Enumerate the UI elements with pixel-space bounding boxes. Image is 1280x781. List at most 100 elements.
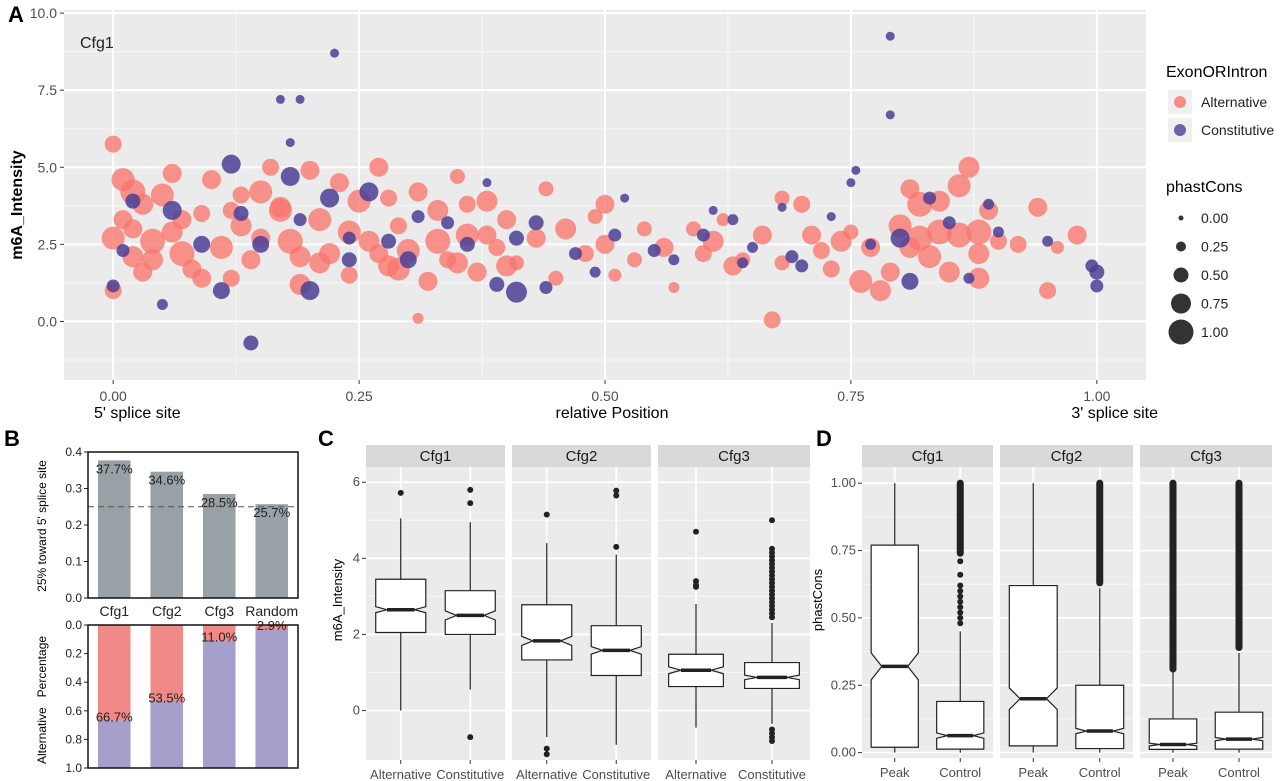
outlier-point — [957, 593, 964, 600]
bar-value-label: 66.7% — [96, 709, 133, 724]
constitutive-point — [668, 254, 680, 266]
outlier-point — [613, 492, 620, 499]
bar-value-label: 37.7% — [96, 461, 133, 476]
x-tick-label: Alternative — [370, 767, 431, 781]
alternative-point — [880, 262, 900, 282]
alternative-point — [101, 226, 125, 250]
constitutive-point — [233, 206, 249, 221]
bar — [150, 471, 184, 598]
panel-c-y-label: m6A_Intensity — [330, 558, 345, 641]
panel-b-bars: 0.0 0.1 0.2 0.3 0.4 37.7% Cfg1 34.6% Cfg2 28.5% Cf… — [35, 445, 299, 775]
outlier-point — [693, 583, 699, 590]
constitutive-point — [620, 193, 630, 203]
constitutive-point — [381, 233, 397, 249]
facet-label: Cfg2 — [1051, 448, 1083, 465]
constitutive-point — [193, 235, 211, 253]
facet-background — [658, 467, 810, 760]
outlier-point — [543, 511, 550, 518]
y-tick-label: 0.2 — [65, 518, 82, 532]
y-tick-label: 0.75 — [831, 543, 856, 558]
legend-color-title: ExonORIntron — [1166, 64, 1267, 81]
alternative-point — [369, 244, 389, 264]
x-tick-label: Control — [939, 765, 981, 780]
outlier-point — [769, 517, 775, 524]
constitutive-point — [708, 205, 718, 215]
bar-alternative — [97, 625, 131, 721]
x-tick-label: Peak — [1158, 765, 1188, 780]
alternative-point — [793, 195, 811, 213]
constitutive-point — [221, 154, 241, 174]
alternative-point — [774, 255, 790, 271]
constitutive-point — [295, 94, 305, 104]
alternative-point — [309, 252, 331, 274]
alternative-point — [763, 311, 781, 329]
y-tick-label: 0.1 — [65, 555, 82, 569]
legend-size-label: 0.50 — [1201, 267, 1228, 283]
facet-strip — [658, 445, 810, 467]
legend-size-label: 0.75 — [1201, 296, 1228, 312]
alternative-point — [192, 268, 212, 288]
outlier-point — [769, 614, 775, 621]
legend-size-label: 0.25 — [1201, 239, 1228, 255]
facet-label: Cfg3 — [718, 448, 750, 465]
constitutive-point — [890, 228, 910, 248]
constitutive-point — [330, 48, 339, 58]
alternative-point — [249, 180, 273, 204]
constitutive-point — [647, 244, 661, 257]
bar-value-label: 34.6% — [148, 473, 185, 488]
constitutive-point — [320, 188, 340, 208]
legend-size-key — [1178, 215, 1184, 221]
constitutive-point — [963, 272, 975, 284]
constitutive-point — [942, 216, 956, 230]
alternative-point — [668, 282, 680, 293]
y-tick-label: 0.2 — [65, 647, 82, 661]
panel-b-bottom-chart: 0.00.20.40.60.81.066.7%53.5%11.0%2.9% — [65, 618, 299, 775]
constitutive-point — [106, 279, 120, 293]
alternative-point — [262, 158, 280, 176]
alternative-point — [104, 135, 122, 153]
alternative-point — [686, 221, 702, 237]
alternative-point — [488, 238, 506, 256]
panel-a-x-left-label: 5' splice site — [94, 405, 181, 422]
y-tick-label: 0.0 — [65, 591, 82, 605]
alternative-point — [209, 235, 233, 259]
bar — [202, 493, 236, 598]
y-tick-label: 2 — [353, 626, 360, 641]
alternative-point — [1050, 240, 1064, 254]
alternative-point — [162, 163, 182, 183]
constitutive-point — [212, 282, 230, 300]
alternative-point — [425, 228, 451, 254]
panel-a-y-axis: 0.0 2.5 5.0 7.5 10.0 — [30, 5, 64, 329]
constitutive-point — [923, 191, 937, 205]
facet-strip — [512, 445, 651, 467]
facet-strip — [862, 445, 993, 467]
constitutive-point — [747, 241, 759, 253]
alternative-point — [849, 269, 873, 293]
constitutive-point — [851, 165, 861, 175]
box — [870, 544, 919, 748]
constitutive-point — [865, 238, 877, 250]
box — [1008, 584, 1058, 747]
box — [936, 700, 985, 750]
constitutive-point — [589, 266, 601, 278]
panel-letter-d: D — [816, 426, 832, 451]
alternative-point — [636, 221, 652, 237]
panel-letter-c: C — [318, 426, 334, 451]
legend-color-key — [1174, 96, 1186, 108]
alternative-point — [241, 250, 261, 270]
alternative-point — [289, 246, 311, 268]
panel-d-boxplots: phastCons 0.00 0.25 0.50 0.75 1.00 Cfg1 Peak Co… — [810, 445, 1272, 780]
y-tick-label: 0.3 — [65, 482, 82, 496]
outlier-point — [957, 598, 964, 605]
x-tick-label: 0.00 — [100, 388, 127, 404]
alternative-point — [389, 217, 407, 235]
alternative-point — [477, 225, 497, 245]
outlier-point — [397, 489, 404, 496]
alternative-point — [958, 156, 980, 178]
constitutive-point — [826, 212, 836, 222]
legend-size-key — [1176, 241, 1186, 252]
facet-strip — [366, 445, 505, 467]
bar-alternative — [202, 625, 236, 641]
constitutive-point — [342, 231, 356, 245]
panel-a-points — [101, 31, 1105, 351]
